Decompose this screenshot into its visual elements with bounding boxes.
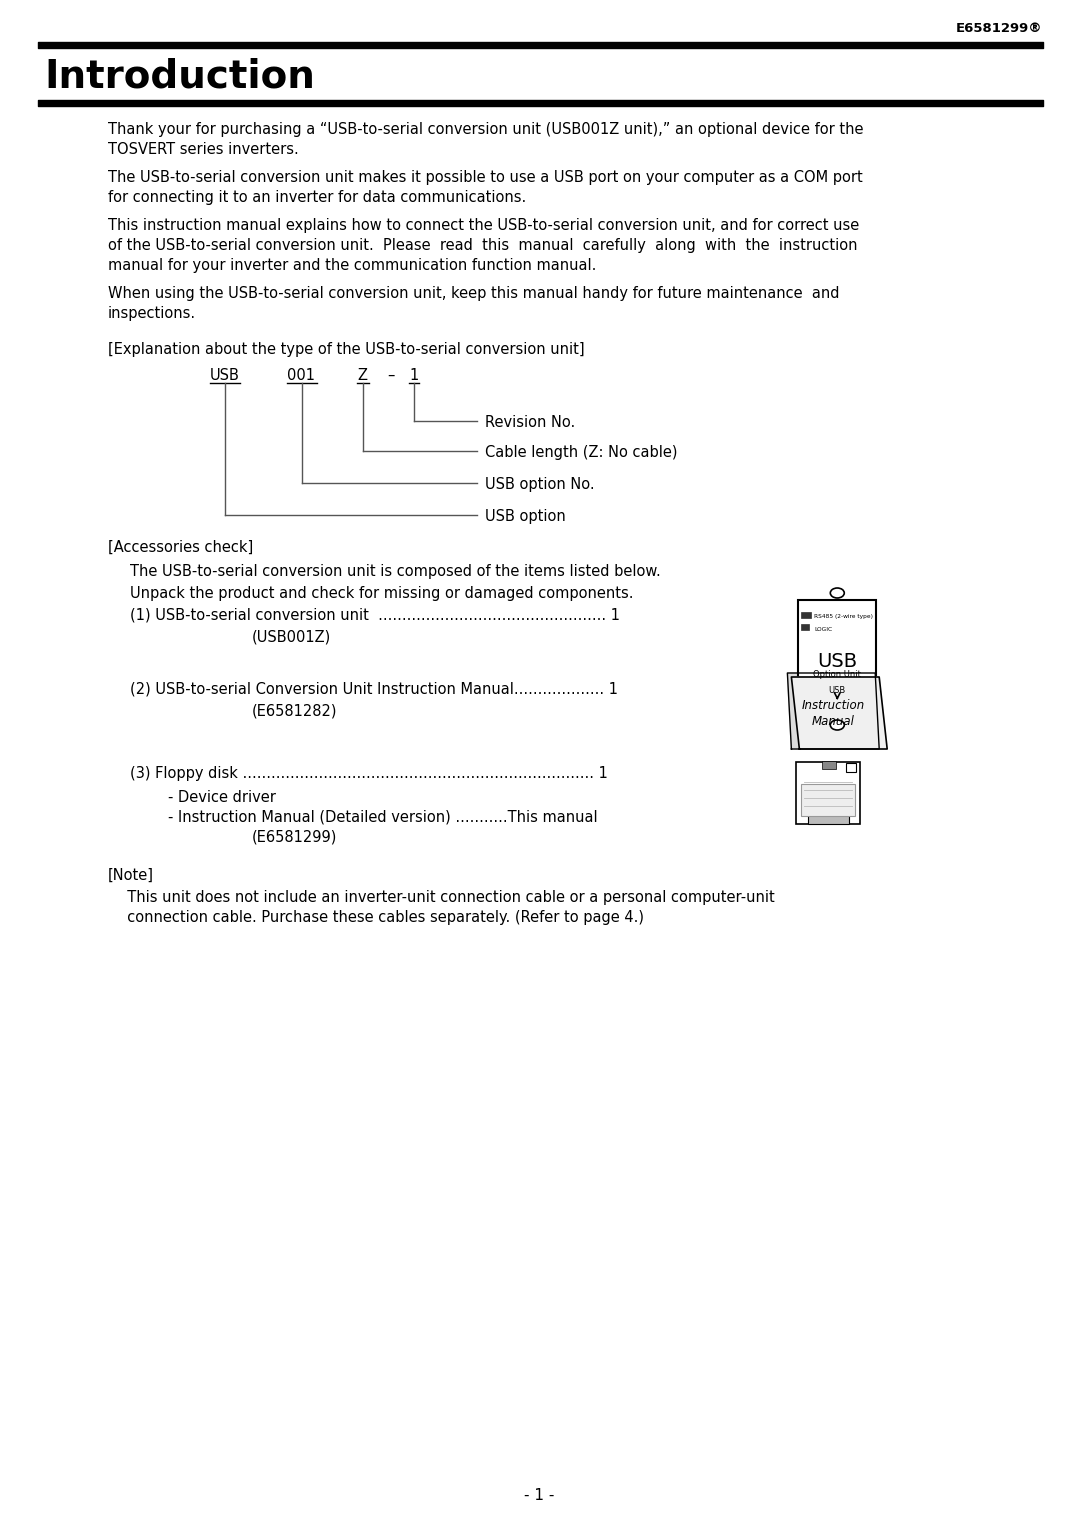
Text: –: – <box>388 368 394 383</box>
Bar <box>822 760 836 770</box>
Polygon shape <box>792 676 887 750</box>
Bar <box>796 762 861 825</box>
Bar <box>847 764 856 773</box>
Text: (1) USB-to-serial conversion unit  .............................................: (1) USB-to-serial conversion unit ......… <box>130 608 620 623</box>
Text: for connecting it to an inverter for data communications.: for connecting it to an inverter for dat… <box>108 189 526 205</box>
Bar <box>798 600 876 718</box>
Ellipse shape <box>831 588 845 599</box>
Text: This instruction manual explains how to connect the USB-to-serial conversion uni: This instruction manual explains how to … <box>108 218 859 234</box>
Text: Cable length (Z: No cable): Cable length (Z: No cable) <box>485 444 677 460</box>
Text: The USB-to-serial conversion unit makes it possible to use a USB port on your co: The USB-to-serial conversion unit makes … <box>108 169 863 185</box>
Text: (E6581282): (E6581282) <box>252 704 337 719</box>
Text: of the USB-to-serial conversion unit.  Please  read  this  manual  carefully  al: of the USB-to-serial conversion unit. Pl… <box>108 238 858 253</box>
Text: inspections.: inspections. <box>108 305 195 321</box>
Text: USB: USB <box>828 686 846 695</box>
Text: connection cable. Purchase these cables separately. (Refer to page 4.): connection cable. Purchase these cables … <box>118 910 644 925</box>
Text: USB: USB <box>210 368 240 383</box>
Text: (E6581299): (E6581299) <box>252 831 337 844</box>
Text: USB option: USB option <box>485 508 566 524</box>
Text: Manual: Manual <box>812 715 854 728</box>
Text: - 1 -: - 1 - <box>524 1487 554 1503</box>
Text: E6581299®: E6581299® <box>956 21 1043 35</box>
Text: LOGIC: LOGIC <box>814 628 833 632</box>
Text: Unpack the product and check for missing or damaged components.: Unpack the product and check for missing… <box>130 586 633 602</box>
Text: Z: Z <box>357 368 367 383</box>
Text: [Explanation about the type of the USB-to-serial conversion unit]: [Explanation about the type of the USB-t… <box>108 342 584 357</box>
Text: USB: USB <box>818 652 858 670</box>
Bar <box>801 783 855 815</box>
Text: 001: 001 <box>287 368 315 383</box>
Text: - Device driver: - Device driver <box>167 789 275 805</box>
Text: 1: 1 <box>409 368 418 383</box>
Bar <box>808 806 849 825</box>
Text: Introduction: Introduction <box>44 58 314 96</box>
Text: The USB-to-serial conversion unit is composed of the items listed below.: The USB-to-serial conversion unit is com… <box>130 563 661 579</box>
Polygon shape <box>787 673 879 750</box>
Text: Thank your for purchasing a “USB-to-serial conversion unit (USB001Z unit),” an o: Thank your for purchasing a “USB-to-seri… <box>108 122 863 137</box>
Text: When using the USB-to-serial conversion unit, keep this manual handy for future : When using the USB-to-serial conversion … <box>108 286 839 301</box>
Text: [Note]: [Note] <box>108 867 153 883</box>
Text: Instruction: Instruction <box>801 699 865 712</box>
Text: RS485 (2-wire type): RS485 (2-wire type) <box>814 614 874 618</box>
Bar <box>801 612 811 618</box>
Ellipse shape <box>831 721 845 730</box>
Bar <box>801 625 809 631</box>
Text: (3) Floppy disk ................................................................: (3) Floppy disk ........................… <box>130 767 608 780</box>
Text: Revision No.: Revision No. <box>485 415 576 431</box>
Text: Option Unit: Option Unit <box>813 670 861 680</box>
Text: - Instruction Manual (Detailed version) ...........This manual: - Instruction Manual (Detailed version) … <box>167 809 597 825</box>
Text: manual for your inverter and the communication function manual.: manual for your inverter and the communi… <box>108 258 596 273</box>
Text: TOSVERT series inverters.: TOSVERT series inverters. <box>108 142 298 157</box>
Text: USB option No.: USB option No. <box>485 476 595 492</box>
Text: (2) USB-to-serial Conversion Unit Instruction Manual................... 1: (2) USB-to-serial Conversion Unit Instru… <box>130 683 618 696</box>
Text: (USB001Z): (USB001Z) <box>252 631 330 644</box>
Text: [Accessories check]: [Accessories check] <box>108 541 253 554</box>
Text: This unit does not include an inverter-unit connection cable or a personal compu: This unit does not include an inverter-u… <box>118 890 774 906</box>
